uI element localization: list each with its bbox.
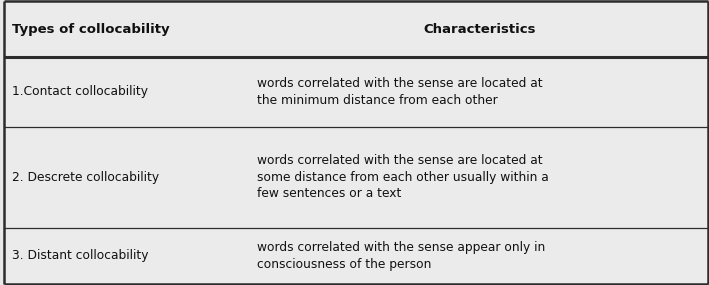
Text: 2. Descrete collocability: 2. Descrete collocability	[12, 171, 160, 184]
Text: 3. Distant collocability: 3. Distant collocability	[12, 249, 149, 262]
Text: Types of collocability: Types of collocability	[12, 23, 169, 36]
Text: words correlated with the sense are located at
some distance from each other usu: words correlated with the sense are loca…	[257, 154, 549, 200]
Text: words correlated with the sense are located at
the minimum distance from each ot: words correlated with the sense are loca…	[257, 77, 543, 107]
Text: Characteristics: Characteristics	[423, 23, 536, 36]
Text: words correlated with the sense appear only in
consciousness of the person: words correlated with the sense appear o…	[257, 241, 546, 270]
Text: 1.Contact collocability: 1.Contact collocability	[12, 86, 148, 98]
